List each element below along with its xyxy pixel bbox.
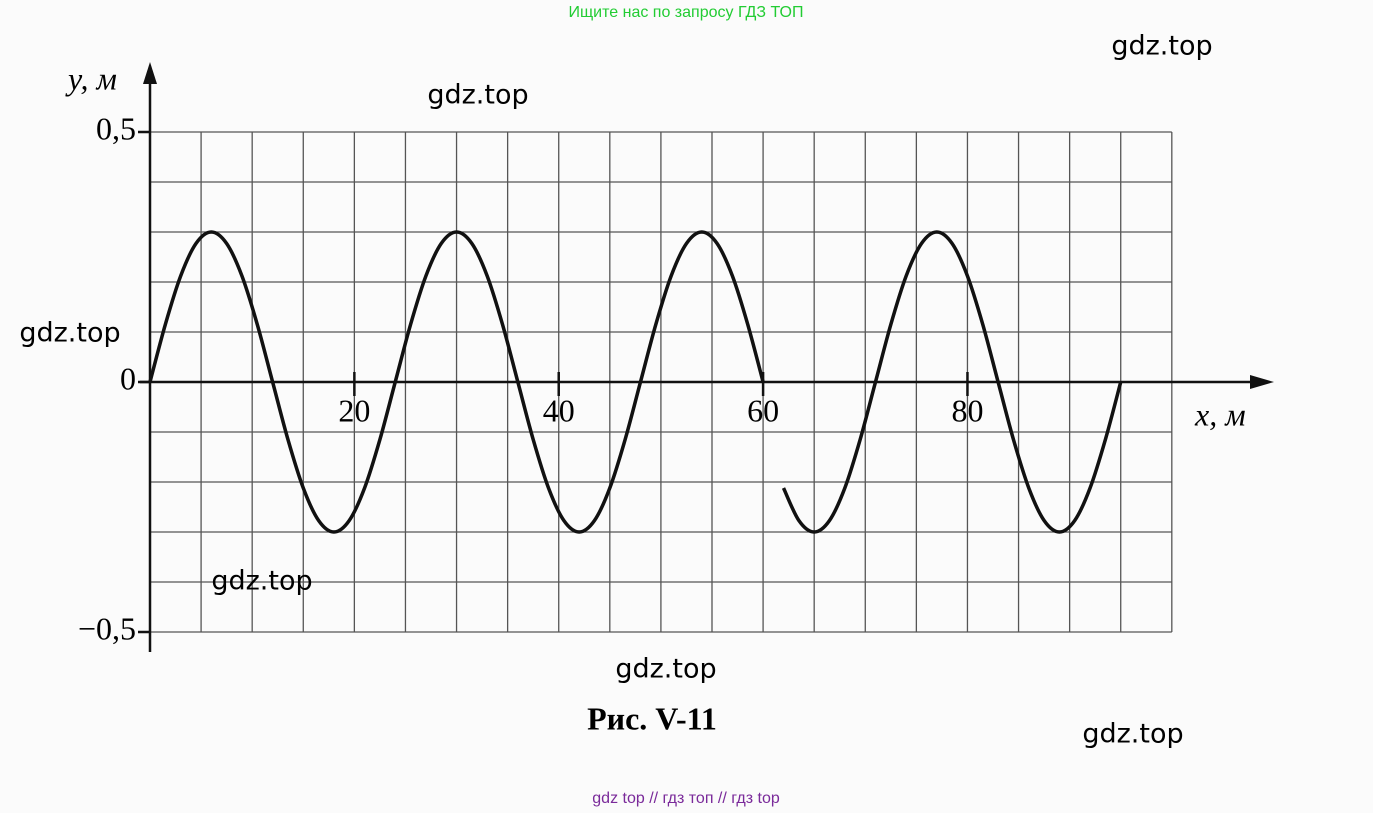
- caption: Рис. V-11: [587, 700, 717, 736]
- watermark: gdz.top: [1082, 719, 1183, 750]
- footer: gdz top // гдз топ // гдз top: [592, 790, 780, 807]
- y-axis-label: y, м: [65, 60, 117, 96]
- wave-line: [148, 230, 1123, 534]
- y-tick-label: 0: [120, 360, 136, 396]
- x-tick-label: 20: [338, 392, 370, 428]
- x-axis-label: x, м: [1194, 396, 1246, 432]
- watermark: gdz.top: [1111, 31, 1212, 62]
- watermark: gdz.top: [427, 80, 528, 111]
- y-tick-label: 0,5: [96, 110, 136, 146]
- plot: 0,5 0 −0,5 20 40 60 80: [78, 62, 1274, 652]
- watermark: gdz.top: [211, 566, 312, 597]
- watermark: gdz.top: [19, 318, 120, 349]
- y-axis-arrow: [143, 62, 157, 84]
- watermark: gdz.top: [615, 654, 716, 685]
- x-tick-label: 80: [951, 392, 983, 428]
- x-tick-label: 60: [747, 392, 779, 428]
- y-tick-label: −0,5: [78, 610, 136, 646]
- x-tick-label: 40: [543, 392, 575, 428]
- x-axis-arrow: [1250, 375, 1274, 389]
- header: Ищите нас по запросу ГДЗ ТОП: [569, 4, 804, 21]
